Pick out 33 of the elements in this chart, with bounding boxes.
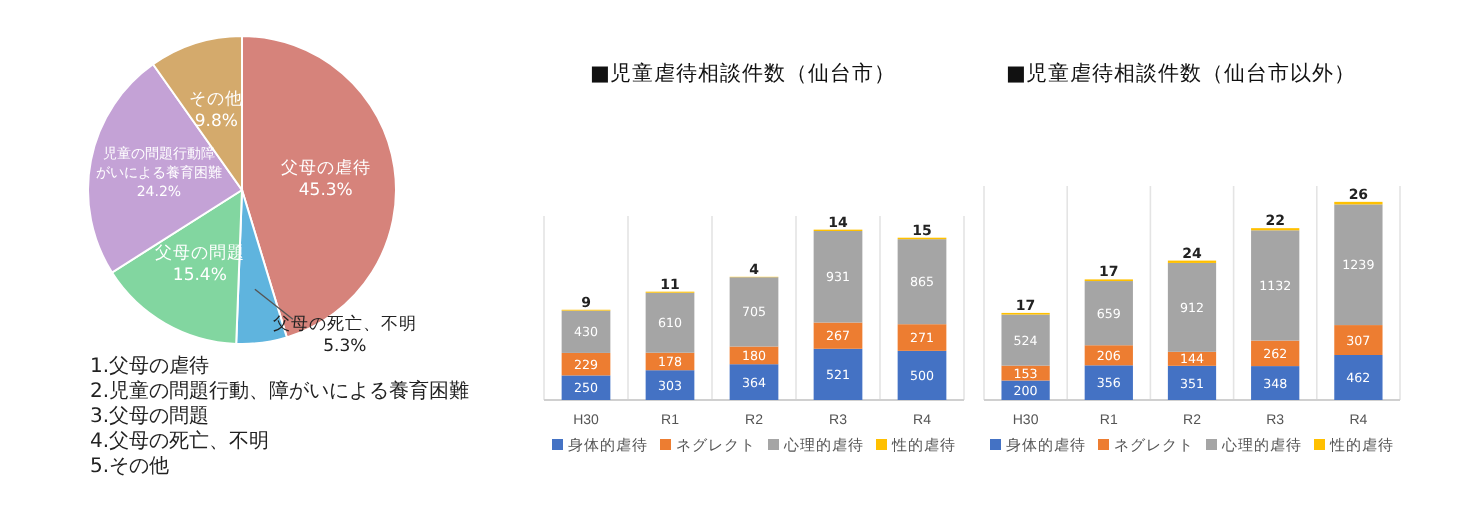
bar — [1334, 204, 1383, 326]
data-label: 9.8% — [194, 112, 238, 133]
bar — [813, 348, 863, 400]
bar — [645, 292, 695, 353]
text: 5.その他 — [90, 454, 170, 478]
bar — [1251, 230, 1300, 341]
bar — [1167, 262, 1217, 352]
text: 3.父母の問題 — [90, 404, 210, 428]
bar — [729, 277, 779, 347]
chart-title: ■児童虐待相談件数（仙台市以外） — [1006, 60, 1356, 86]
bar — [1334, 354, 1383, 400]
text: 4.父母の死亡、不明 — [90, 429, 270, 453]
bar — [1001, 314, 1050, 366]
bar — [561, 310, 611, 353]
text: 2.児童の問題行動、障がいによる養育困難 — [90, 379, 470, 403]
data-label: 45.3% — [298, 180, 353, 201]
bar — [1167, 365, 1217, 400]
bar — [813, 231, 863, 323]
text: 1.父母の虐待 — [90, 354, 210, 378]
bar — [897, 324, 947, 351]
slice-label: その他 — [189, 88, 244, 111]
slice-label: 父母の虐待 — [280, 156, 371, 179]
bar — [1084, 365, 1133, 400]
data-label: 5.3% — [323, 337, 367, 358]
bar — [1084, 281, 1133, 346]
chart-title: ■児童虐待相談件数（仙台市） — [590, 60, 896, 86]
bar — [897, 239, 947, 325]
data-label: 15.4% — [172, 266, 227, 287]
slice-label: 父母の死亡、不明 — [272, 313, 417, 336]
bar — [1334, 325, 1383, 355]
bar — [729, 364, 779, 400]
bar — [1251, 366, 1300, 400]
bar — [897, 350, 947, 400]
